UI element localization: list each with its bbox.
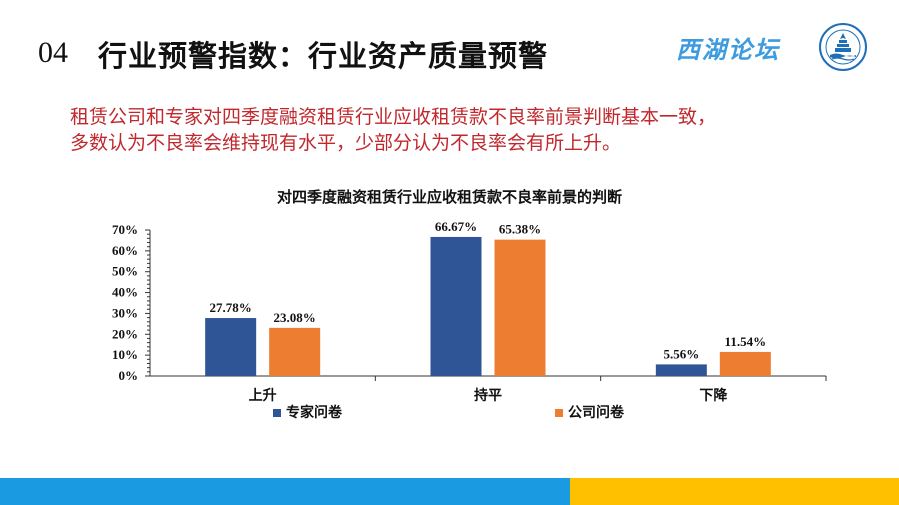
y-tick-label: 60% xyxy=(112,243,138,258)
legend-swatch-company xyxy=(555,409,563,417)
bar-company xyxy=(269,327,321,376)
legend-label-company: 公司问卷 xyxy=(568,405,624,421)
y-tick-label: 20% xyxy=(112,326,138,341)
legend-item-expert: 专家问卷 xyxy=(273,402,342,422)
chart-title: 对四季度融资租赁行业应收租赁款不良率前景的判断 xyxy=(276,188,622,206)
x-category-label: 上升 xyxy=(249,387,277,404)
y-tick-label: 50% xyxy=(112,264,138,279)
footer-blue-band xyxy=(0,478,570,505)
data-label: 27.78% xyxy=(210,300,252,315)
x-category-label: 下降 xyxy=(699,387,728,404)
intro-text: 租赁公司和专家对四季度融资租赁行业应收租赁款不良率前景判断基本一致， 多数认为不… xyxy=(70,104,860,156)
intro-line: 多数认为不良率会维持现有水平，少部分认为不良率会有所上升。 xyxy=(70,132,622,154)
slide-header: 04 行业预警指数：行业资产质量预警 西湖论坛 xyxy=(0,0,899,95)
x-category-label: 持平 xyxy=(474,387,502,404)
brand-wordmark: 西湖论坛 xyxy=(676,35,780,64)
y-tick-label: 30% xyxy=(112,305,138,320)
section-number: 04 xyxy=(38,36,68,69)
legend-swatch-expert xyxy=(273,409,281,417)
page-title: 行业预警指数：行业资产质量预警 xyxy=(98,39,549,73)
data-label: 65.38% xyxy=(499,222,541,237)
bar-company xyxy=(494,239,546,376)
legend-item-company: 公司问卷 xyxy=(555,402,624,422)
y-tick-label: 40% xyxy=(112,285,138,300)
data-label: 66.67% xyxy=(435,219,477,234)
intro-line: 租赁公司和专家对四季度融资租赁行业应收租赁款不良率前景判断基本一致， xyxy=(70,106,717,128)
y-tick-label: 70% xyxy=(112,222,138,237)
bar-expert xyxy=(430,236,482,376)
y-tick-label: 10% xyxy=(112,347,138,362)
bar-expert xyxy=(655,364,707,376)
forum-logo-icon xyxy=(819,23,867,71)
data-label: 11.54% xyxy=(725,334,767,349)
footer-yellow-band xyxy=(570,478,899,505)
legend-label-expert: 专家问卷 xyxy=(286,405,342,421)
bar-expert xyxy=(205,318,257,376)
data-label: 5.56% xyxy=(663,346,699,361)
footer-color-band xyxy=(0,478,899,505)
data-label: 23.08% xyxy=(274,310,316,325)
bar-company xyxy=(719,351,771,376)
y-tick-label: 0% xyxy=(119,368,139,383)
